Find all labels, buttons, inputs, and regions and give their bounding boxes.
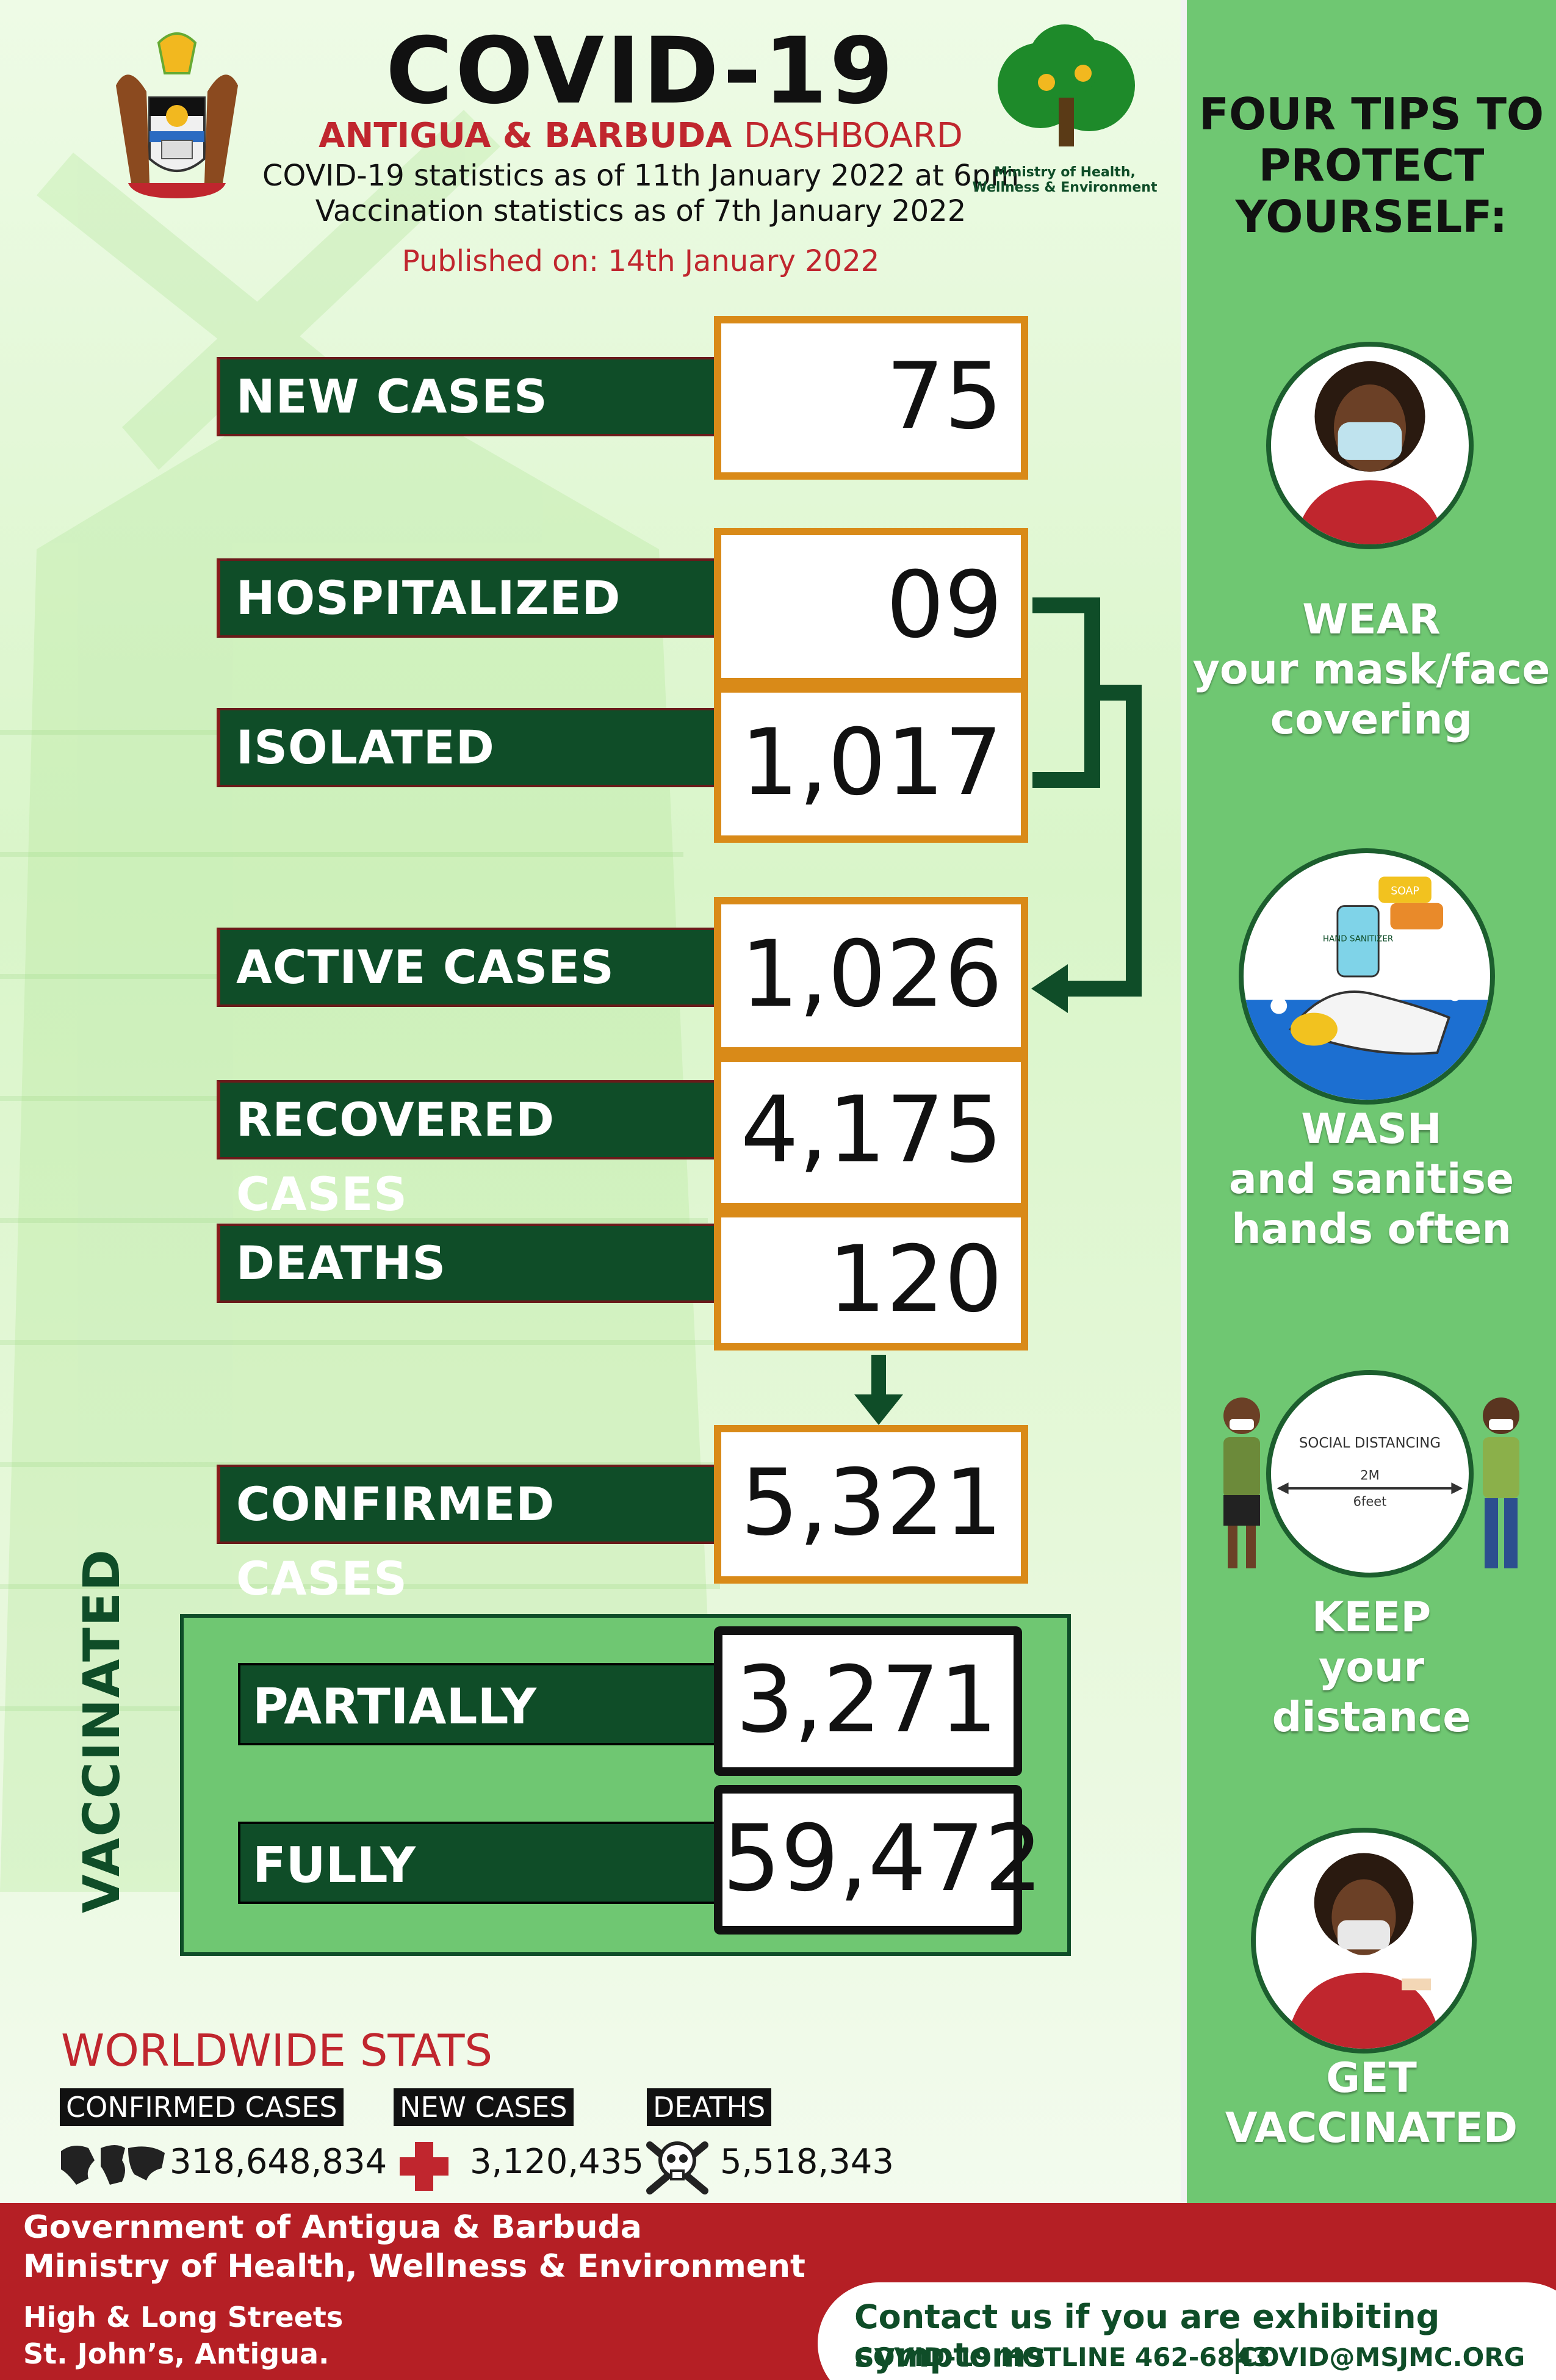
hospitalized-label: HOSPITALIZED (217, 558, 729, 638)
wash-tip-line3: hands often (1231, 1205, 1511, 1253)
deaths-label: DEATHS (217, 1224, 729, 1303)
footer-address-line1: High & Long Streets (23, 2301, 344, 2334)
distance-tip-line1: KEEP (1311, 1593, 1432, 1642)
recovered-cases-value: 4,175 (714, 1055, 1028, 1210)
tips-title-line1: FOUR TIPS TO (1198, 88, 1544, 140)
active-cases-label: ACTIVE CASES (217, 928, 729, 1007)
vaccinated-person-icon (1284, 1853, 1443, 2049)
fully-vaccinated-label: FULLY (238, 1822, 726, 1904)
worldwide-new-cases-value: 3,120,435 (470, 2142, 644, 2182)
distance-feet: 6feet (1353, 1494, 1387, 1509)
red-cross-icon (400, 2142, 448, 2191)
tips-title-line2: PROTECT (1258, 140, 1485, 191)
social-distancing-icon: SOCIAL DISTANCING 2M 6feet (1277, 1435, 1463, 1509)
vaccinated-vertical-label: VACCINATED (73, 1548, 131, 1913)
soap-label: SOAP (1391, 885, 1419, 897)
fully-vaccinated-value: 59,472 (714, 1785, 1043, 1935)
contact-divider (1236, 2339, 1239, 2374)
partially-vaccinated-value: 3,271 (714, 1626, 1022, 1776)
distance-tip-illustration: SOCIAL DISTANCING 2M 6feet (1266, 1370, 1474, 1578)
hospitalized-value: 09 (714, 528, 1028, 685)
hotline-text: COVID-19 HOTLINE 462-6843 (854, 2342, 1271, 2372)
partially-vaccinated-label: PARTIALLY (238, 1663, 726, 1745)
social-distancing-sign-title: SOCIAL DISTANCING (1299, 1435, 1441, 1451)
wash-tip-text: WASH and sanitise hands often (1187, 1105, 1556, 1255)
sanitizer-label: HAND SANITIZER (1323, 934, 1393, 943)
page-subtitle: ANTIGUA & BARBUDA DASHBOARD (214, 116, 1068, 156)
new-cases-label: NEW CASES (217, 357, 729, 436)
active-cases-value: 1,026 (714, 897, 1028, 1055)
person-left-icon (1223, 1397, 1260, 1568)
wash-tip-line2: and sanitise (1228, 1155, 1515, 1203)
ministry-logo-text: Ministry of Health, Wellness & Environme… (972, 165, 1158, 195)
bracket-hospitalized-isolated (1032, 597, 1100, 788)
worldwide-deaths-value: 5,518,343 (720, 2142, 895, 2182)
footer-ministry: Ministry of Health, Wellness & Environme… (23, 2248, 805, 2285)
hand-washing-icon: HAND SANITIZER SOAP (1244, 876, 1490, 1100)
footer-government: Government of Antigua & Barbuda (23, 2209, 642, 2246)
wash-tip-line1: WASH (1301, 1105, 1442, 1153)
published-date-text: Published on: 14th January 2022 (402, 244, 880, 278)
worldwide-new-cases-label: NEW CASES (394, 2088, 574, 2126)
isolated-value: 1,017 (714, 685, 1028, 843)
arrow-head-active-cases (1031, 964, 1068, 1013)
skull-crossbones-icon (646, 2141, 708, 2194)
vaccine-tip-line2: VACCINATED (1225, 2104, 1518, 2152)
person-right-icon (1483, 1397, 1519, 1568)
distance-tip-line3: distance (1272, 1693, 1471, 1742)
coat-of-arms-icon (116, 32, 238, 198)
mask-tip-line1: WEAR (1302, 596, 1441, 644)
mask-tip-illustration (1266, 342, 1474, 549)
tips-title: FOUR TIPS TO PROTECT YOURSELF: (1187, 88, 1556, 242)
confirmed-cases-value: 5,321 (714, 1425, 1028, 1584)
contact-box (818, 2282, 1556, 2380)
arrow-deaths-to-confirmed (854, 1355, 903, 1425)
mask-tip-line3: covering (1270, 696, 1473, 744)
mask-tip-text: WEAR your mask/face covering (1187, 595, 1556, 745)
arrow-to-active-cases (1062, 685, 1142, 997)
vaccine-tip-text: GET VACCINATED (1187, 2054, 1556, 2154)
worldwide-confirmed-label: CONFIRMED CASES (60, 2088, 344, 2126)
world-map-icon (61, 2145, 165, 2185)
isolated-label: ISOLATED (217, 708, 729, 787)
tips-title-line3: YOURSELF: (1235, 191, 1508, 242)
worldwide-deaths-label: DEATHS (647, 2088, 772, 2126)
contact-symptoms-text: Contact us if you are exhibiting symptom… (854, 2298, 1440, 2375)
footer-address-line2: St. John’s, Antigua. (23, 2337, 330, 2370)
vaccination-date-text: Vaccination statistics as of 7th January… (315, 194, 967, 228)
woman-wearing-mask-icon (1294, 361, 1446, 544)
contact-email[interactable]: COVID@MSJMC.ORG (1239, 2342, 1525, 2372)
worldwide-confirmed-value: 318,648,834 (170, 2142, 387, 2182)
deaths-value: 120 (714, 1210, 1028, 1350)
vaccine-tip-line1: GET (1326, 2054, 1417, 2102)
subtitle-dashboard: DASHBOARD (743, 116, 963, 156)
mask-tip-line2: your mask/face (1192, 646, 1551, 694)
subtitle-country: ANTIGUA & BARBUDA (319, 116, 732, 156)
flow-arrows (1031, 597, 1142, 1013)
stats-date-text: COVID-19 statistics as of 11th January 2… (262, 159, 1019, 193)
distance-tip-line2: your (1319, 1643, 1424, 1692)
recovered-cases-label: RECOVERED CASES (217, 1080, 729, 1221)
ministry-tree-logo-icon (998, 24, 1135, 146)
confirmed-cases-label: CONFIRMED CASES (217, 1465, 729, 1606)
distance-tip-text: KEEP your distance (1187, 1593, 1556, 1743)
new-cases-value: 75 (714, 316, 1028, 480)
wash-tip-illustration: HAND SANITIZER SOAP (1239, 848, 1495, 1105)
page-title: COVID-19 (386, 18, 896, 124)
vaccine-tip-illustration (1251, 1828, 1477, 2054)
worldwide-stats-title: WORLDWIDE STATS (61, 2025, 493, 2076)
distance-meters: 2M (1360, 1468, 1379, 1483)
